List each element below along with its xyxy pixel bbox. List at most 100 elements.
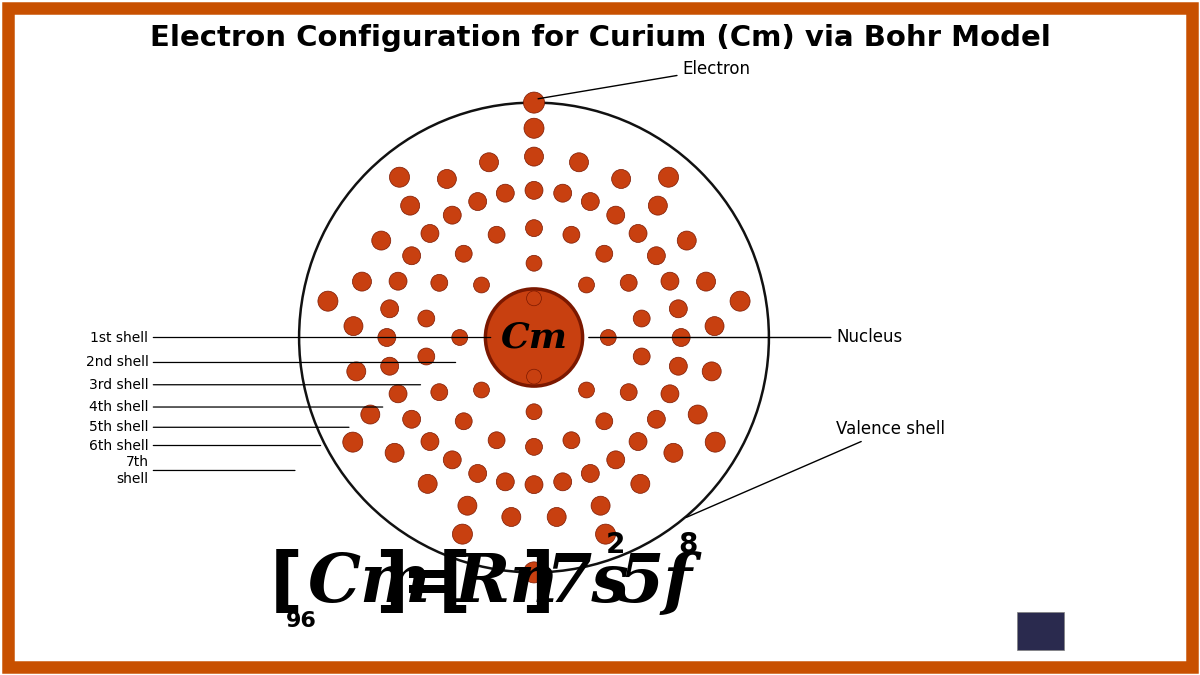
Circle shape <box>469 464 487 483</box>
Circle shape <box>612 169 631 188</box>
Text: Electron: Electron <box>538 60 750 99</box>
Circle shape <box>596 245 613 262</box>
Circle shape <box>485 289 583 386</box>
Circle shape <box>458 496 476 515</box>
Text: =: = <box>402 551 457 617</box>
Circle shape <box>390 167 409 187</box>
Circle shape <box>730 291 750 311</box>
Text: 4th shell: 4th shell <box>89 400 149 414</box>
Circle shape <box>488 226 505 243</box>
Text: [: [ <box>270 549 304 618</box>
Circle shape <box>578 382 594 398</box>
Circle shape <box>600 329 616 346</box>
Circle shape <box>452 329 468 346</box>
Text: 2nd shell: 2nd shell <box>85 356 149 369</box>
Circle shape <box>581 464 599 483</box>
Circle shape <box>418 310 434 327</box>
Circle shape <box>527 291 541 306</box>
Circle shape <box>455 245 472 262</box>
Circle shape <box>524 118 544 138</box>
Circle shape <box>526 255 542 271</box>
Circle shape <box>706 432 725 452</box>
Text: 7th
shell: 7th shell <box>116 456 149 485</box>
Circle shape <box>347 362 366 381</box>
Text: 96: 96 <box>287 611 317 631</box>
Circle shape <box>620 274 637 292</box>
Text: Diagram Academy: Diagram Academy <box>1069 629 1177 639</box>
Circle shape <box>581 192 599 211</box>
Circle shape <box>629 433 647 450</box>
Circle shape <box>670 300 688 318</box>
Circle shape <box>570 153 588 171</box>
Circle shape <box>361 405 380 424</box>
Text: 5th shell: 5th shell <box>89 421 149 434</box>
Circle shape <box>661 385 679 403</box>
Circle shape <box>389 385 407 403</box>
Circle shape <box>527 369 541 384</box>
Circle shape <box>418 348 434 365</box>
Circle shape <box>318 291 338 311</box>
Text: Cm: Cm <box>500 321 568 354</box>
Circle shape <box>563 226 580 243</box>
Circle shape <box>702 362 721 381</box>
Circle shape <box>380 357 398 375</box>
Circle shape <box>469 192 487 211</box>
Circle shape <box>372 231 391 250</box>
Circle shape <box>607 206 625 224</box>
Circle shape <box>455 413 472 430</box>
Circle shape <box>502 508 521 526</box>
Text: Valence shell: Valence shell <box>686 420 946 518</box>
Text: [: [ <box>438 549 470 618</box>
Circle shape <box>497 473 515 491</box>
Circle shape <box>389 272 407 290</box>
Circle shape <box>443 451 461 469</box>
Circle shape <box>443 206 461 224</box>
Circle shape <box>647 247 665 265</box>
Circle shape <box>386 190 682 485</box>
Circle shape <box>480 153 498 171</box>
Circle shape <box>431 383 448 401</box>
Circle shape <box>474 277 490 293</box>
Circle shape <box>526 404 542 420</box>
Circle shape <box>547 508 566 526</box>
Circle shape <box>378 329 396 346</box>
Circle shape <box>353 157 715 518</box>
Circle shape <box>385 443 404 462</box>
Circle shape <box>648 196 667 215</box>
Text: Rn: Rn <box>455 551 558 616</box>
Text: Electron Configuration for Curium (Cm) via Bohr Model: Electron Configuration for Curium (Cm) v… <box>150 24 1050 51</box>
Circle shape <box>523 92 545 113</box>
Circle shape <box>524 147 544 166</box>
Circle shape <box>474 382 490 398</box>
Circle shape <box>421 433 439 450</box>
Text: 5f: 5f <box>618 551 692 616</box>
Circle shape <box>403 410 421 428</box>
Circle shape <box>553 184 571 202</box>
Circle shape <box>578 277 594 293</box>
Circle shape <box>421 225 439 242</box>
Circle shape <box>677 231 696 250</box>
Circle shape <box>526 182 542 199</box>
Circle shape <box>563 432 580 449</box>
Circle shape <box>661 272 679 290</box>
Circle shape <box>670 357 688 375</box>
Circle shape <box>523 562 545 583</box>
Circle shape <box>299 103 769 572</box>
Circle shape <box>706 317 724 335</box>
Text: Nucleus: Nucleus <box>589 329 902 346</box>
Circle shape <box>344 317 362 335</box>
Circle shape <box>380 300 398 318</box>
Circle shape <box>620 383 637 401</box>
Circle shape <box>595 524 616 544</box>
Circle shape <box>664 443 683 462</box>
Circle shape <box>634 348 650 365</box>
Bar <box>1018 612 1064 650</box>
Text: ]: ] <box>521 549 554 618</box>
Text: 2: 2 <box>606 531 625 559</box>
Text: ]: ] <box>374 549 408 618</box>
Circle shape <box>488 432 505 449</box>
Circle shape <box>592 496 610 515</box>
Circle shape <box>553 473 571 491</box>
Circle shape <box>696 272 715 291</box>
Circle shape <box>607 451 625 469</box>
